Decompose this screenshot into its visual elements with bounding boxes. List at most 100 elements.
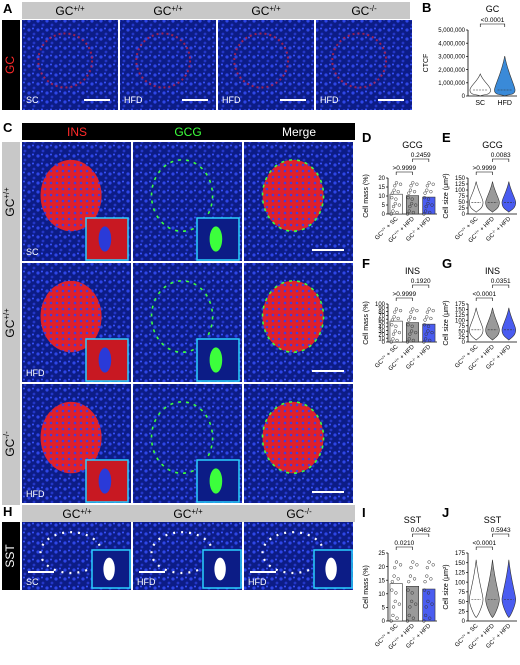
- significance-bracket: [412, 158, 430, 162]
- image-label: HFD: [26, 489, 45, 499]
- y-tick-label: 100: [455, 318, 466, 324]
- image-label: HFD: [320, 95, 339, 105]
- genotype-sup: +/+: [80, 507, 92, 516]
- y-tick-label: 1,000,000: [438, 81, 465, 87]
- genotype-label: GC-/- + HFD: [404, 342, 433, 371]
- dot: [425, 188, 429, 192]
- dot: [425, 315, 429, 319]
- dot: [423, 209, 428, 213]
- genotype-base: GC: [485, 232, 496, 243]
- dot: [422, 619, 426, 623]
- genotype-base: GC: [55, 4, 73, 18]
- p-value: <0.0001: [472, 540, 496, 547]
- genotype-sup: +/+: [379, 632, 387, 640]
- y-axis-label: Cell mass (%): [363, 301, 370, 345]
- y-tick-label: 20: [378, 333, 385, 339]
- dot: [426, 324, 431, 328]
- genotype-sup: +/+: [269, 4, 281, 13]
- bar: [389, 320, 403, 343]
- dot: [390, 323, 394, 327]
- y-tick-label: 20: [378, 565, 385, 571]
- y-tick-label: 5: [382, 203, 386, 209]
- islet-signal: [261, 159, 325, 233]
- p-value: >0.9999: [392, 291, 416, 298]
- genotype-base: GC: [3, 198, 17, 216]
- genotype-sup: +/+: [2, 308, 11, 320]
- y-tick-label: 150: [455, 561, 466, 567]
- dot: [431, 182, 435, 186]
- genotype-base: GC: [468, 233, 479, 244]
- significance-bracket: [395, 546, 413, 550]
- dot: [411, 560, 415, 564]
- genotype-label: GC-/- + HFD: [404, 621, 433, 650]
- y-tick-label: 75: [458, 590, 465, 596]
- genotype-base: GC: [405, 232, 416, 243]
- dot: [396, 190, 400, 194]
- dot: [408, 605, 412, 609]
- genotype-label: GC-/- + HFD: [484, 342, 513, 371]
- p-value: 0.0462: [411, 527, 431, 534]
- panel-letter: C: [3, 120, 13, 135]
- dot: [406, 588, 410, 592]
- y-tick-label: 5: [382, 606, 386, 612]
- genotype-base: GC: [405, 639, 416, 650]
- dot: [411, 181, 415, 185]
- islet-signal: [40, 159, 102, 232]
- dot: [415, 182, 419, 186]
- significance-bracket: [475, 297, 493, 301]
- header-bar: [22, 505, 355, 522]
- genotype-label: GC+/+: [62, 507, 92, 522]
- channel-label: Merge: [282, 125, 316, 139]
- genotype-label: GC-/- + HFD: [404, 214, 433, 243]
- dot: [398, 182, 403, 186]
- genotype-base: GC: [485, 639, 496, 650]
- genotype-sup: -/-: [410, 355, 417, 362]
- y-tick-label: 40: [378, 325, 385, 331]
- panel-letter: A: [3, 1, 13, 16]
- micrograph: [120, 20, 216, 110]
- panel-letter: D: [362, 130, 371, 145]
- dot: [423, 191, 427, 195]
- dot: [427, 181, 431, 185]
- dot: [425, 565, 430, 570]
- dot: [392, 188, 396, 192]
- dot: [415, 308, 419, 313]
- y-axis-label: Cell size (μm²): [443, 564, 450, 609]
- islet-signal: [37, 32, 94, 89]
- panel-letter: E: [442, 130, 451, 145]
- genotype-label: GC+/+: [2, 308, 18, 338]
- plot-title: GC: [486, 4, 500, 14]
- dot: [411, 210, 416, 215]
- genotype-label: GC-/- + HFD: [484, 214, 513, 243]
- genotype-base: GC: [374, 637, 385, 648]
- plot-title: SST: [404, 515, 422, 525]
- p-value: 0.5943: [491, 527, 511, 534]
- genotype-label: GC-/-: [351, 4, 377, 19]
- plot-title: GCG: [402, 140, 423, 150]
- dot: [424, 605, 428, 609]
- significance-bracket: [412, 284, 430, 288]
- y-tick-label: 80: [378, 310, 385, 316]
- dot: [390, 318, 395, 322]
- significance-bracket: [475, 546, 493, 550]
- genotype-base: GC: [286, 507, 304, 521]
- y-tick-label: 25: [458, 206, 465, 212]
- significance-bracket: [395, 297, 413, 301]
- dot: [393, 565, 397, 570]
- dot: [395, 338, 399, 343]
- dot: [423, 580, 427, 584]
- inset-cell: [103, 557, 115, 581]
- y-axis-label: Cell mass (%): [363, 565, 370, 609]
- dot: [409, 201, 414, 206]
- stain-bar: [2, 20, 20, 110]
- dot: [426, 591, 431, 595]
- dot: [393, 184, 397, 188]
- dot: [397, 330, 402, 335]
- genotype-base: GC: [454, 358, 465, 369]
- genotype-sup: -/-: [410, 227, 417, 234]
- p-value: 0.0351: [491, 278, 511, 285]
- islet-signal: [40, 280, 102, 353]
- p-value: <0.0001: [481, 17, 505, 24]
- dot: [431, 563, 435, 567]
